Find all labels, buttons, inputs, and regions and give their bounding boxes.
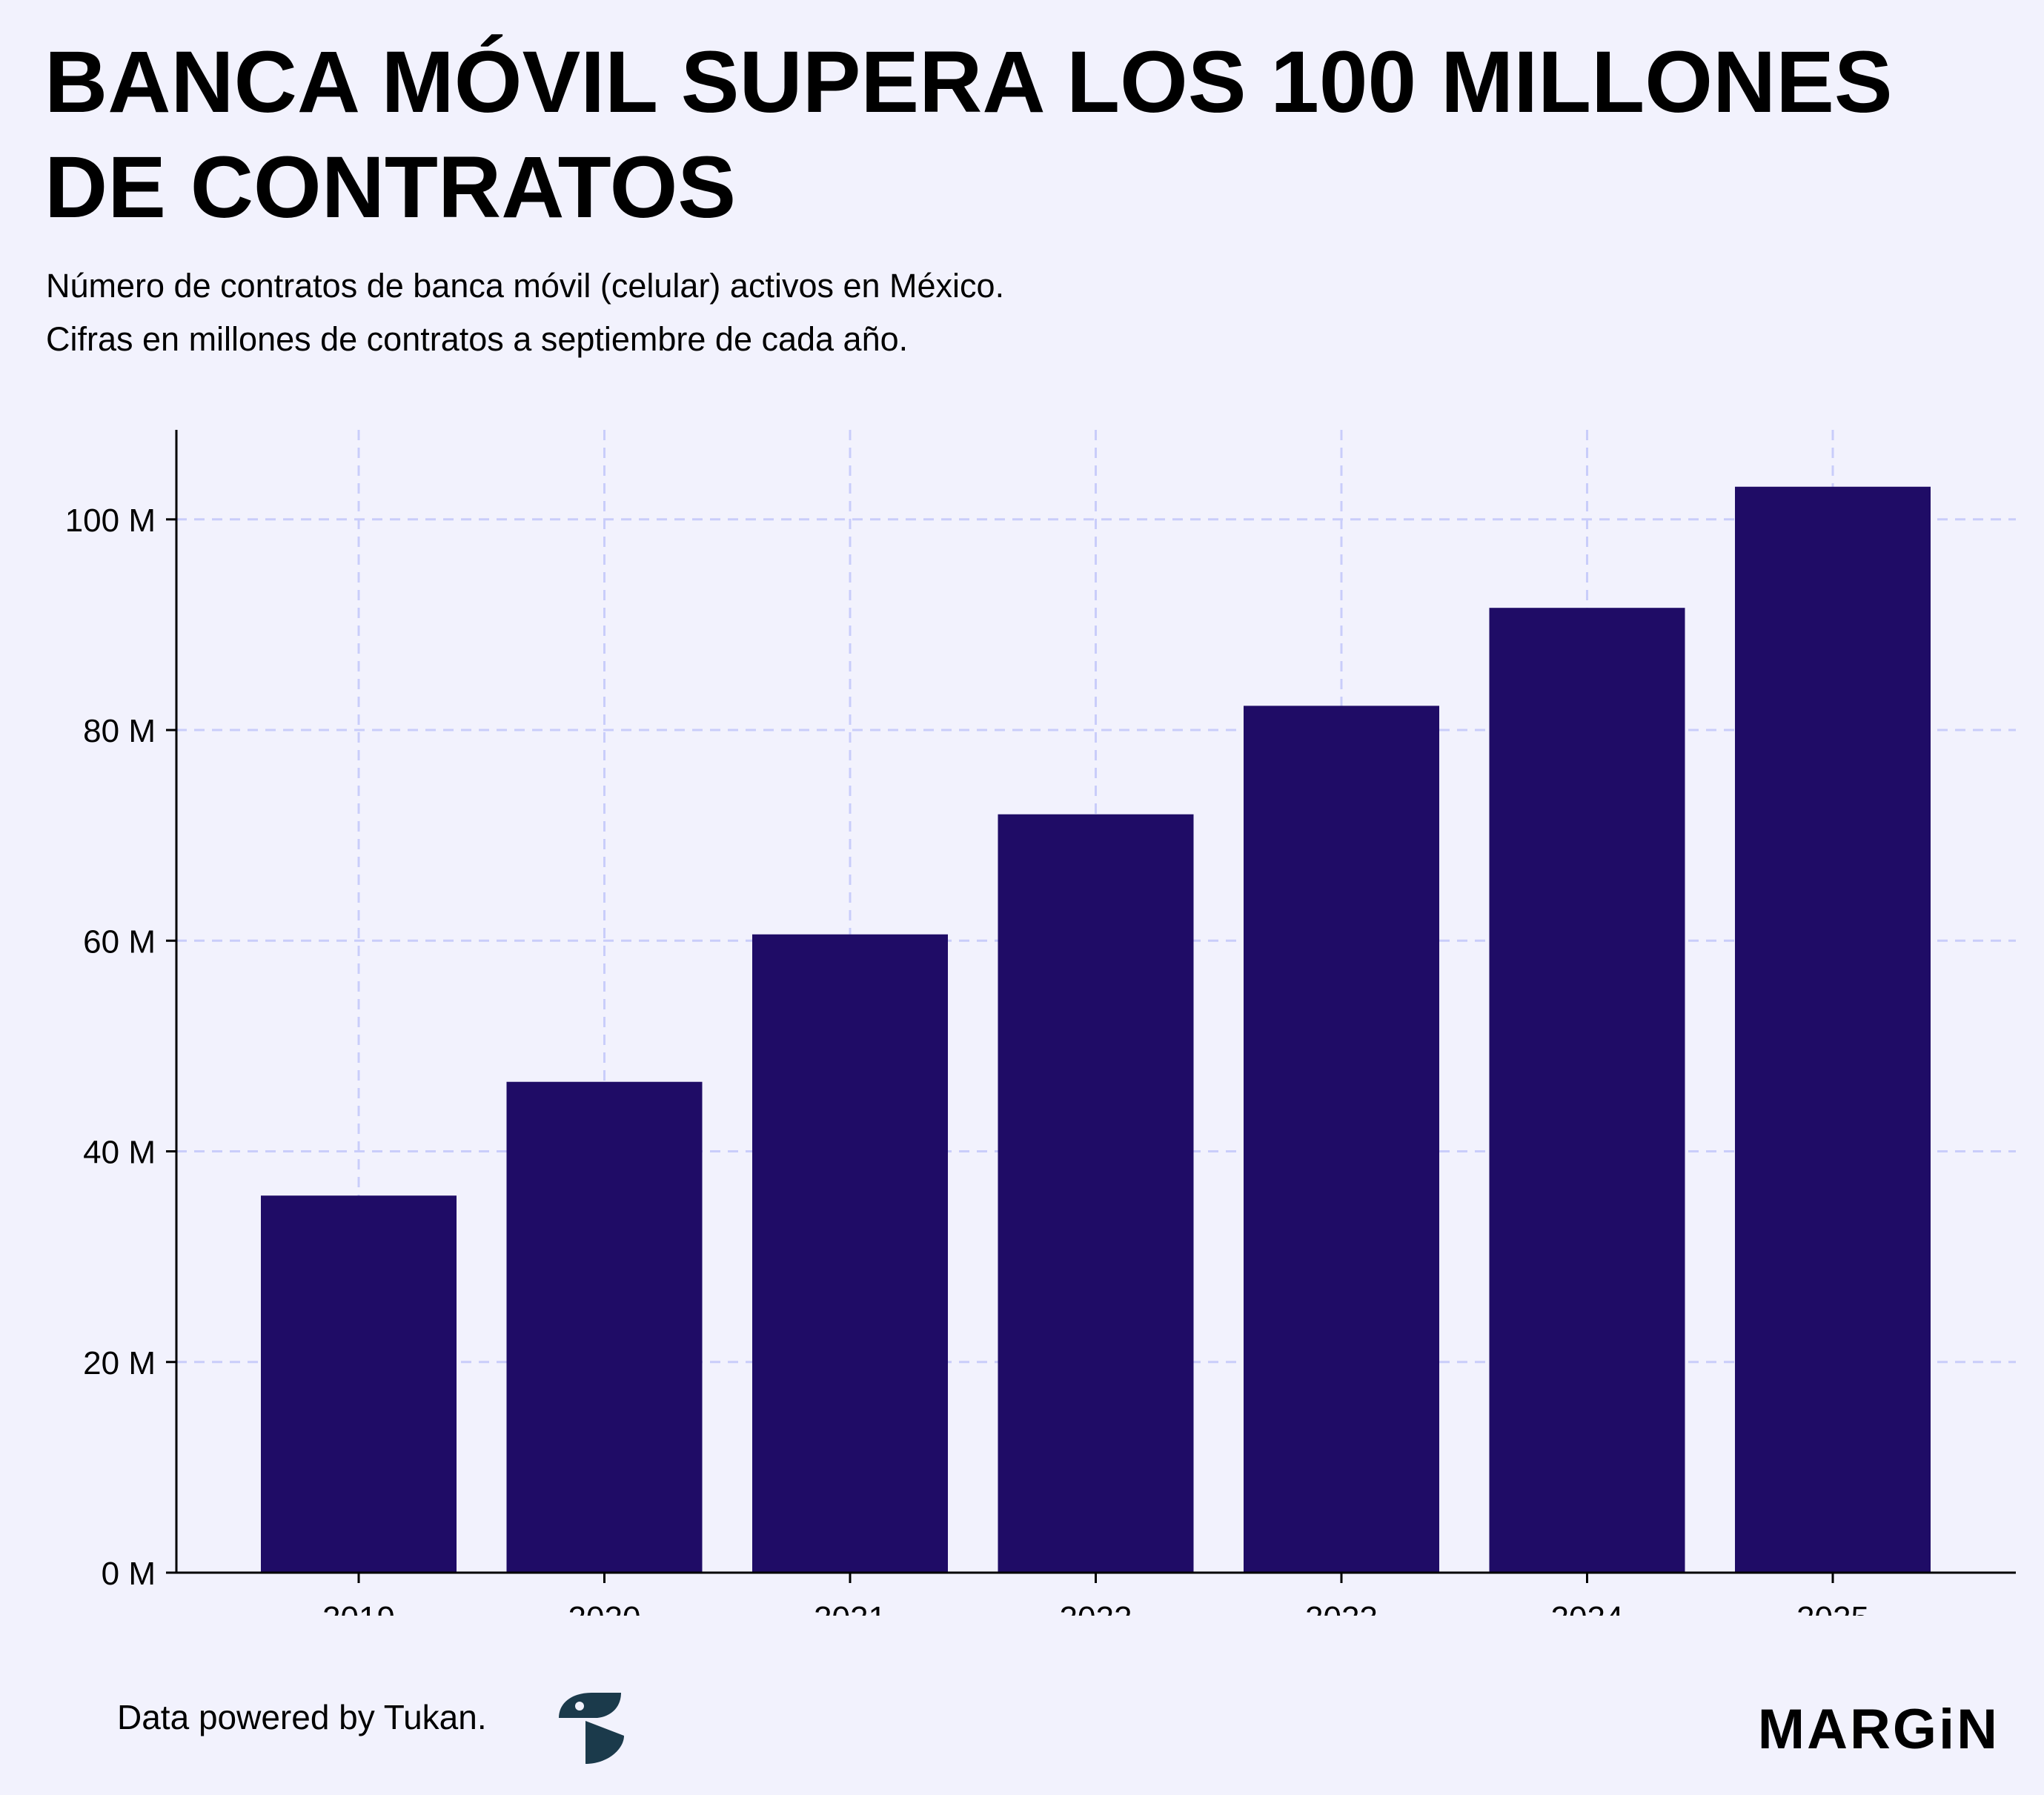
- x-tick-label: 2021: [814, 1600, 886, 1616]
- bars: [261, 486, 1931, 1573]
- bar-2020: [506, 1081, 703, 1573]
- x-tick-label: 2022: [1060, 1600, 1132, 1616]
- y-tick-label: 40 M: [83, 1135, 156, 1171]
- bar-2021: [752, 934, 948, 1573]
- subtitle-line-2: Cifras en millones de contratos a septie…: [46, 320, 909, 358]
- y-tick-label: 60 M: [83, 923, 156, 960]
- tick-labels: 0 M 20 M 40 M 60 M 80 M 100 M 2019 2020 2021 2022…: [65, 502, 1869, 1616]
- data-credit: Data powered by Tukan.: [117, 1698, 487, 1736]
- chart-title: BANCA MÓVIL SUPERA LOS 100 MILLONES DE C…: [44, 33, 1893, 236]
- tukan-logo-icon: [559, 1693, 624, 1764]
- bar-2025: [1735, 486, 1931, 1573]
- x-tick-label: 2024: [1551, 1600, 1624, 1616]
- bar-2024: [1489, 608, 1685, 1573]
- x-tick-label: 2025: [1796, 1600, 1869, 1616]
- subtitle-line-1: Número de contratos de banca móvil (celu…: [46, 267, 1005, 305]
- x-tick-label: 2020: [568, 1600, 641, 1616]
- y-tick-label: 100 M: [65, 502, 156, 539]
- y-tick-label: 0 M: [102, 1556, 156, 1592]
- y-tick-label: 20 M: [83, 1345, 156, 1381]
- bar-2019: [261, 1195, 457, 1573]
- bar-2022: [998, 814, 1194, 1573]
- axes: [166, 430, 2016, 1583]
- x-tick-label: 2019: [322, 1600, 395, 1616]
- bar-chart: 0 M 20 M 40 M 60 M 80 M 100 M 2019 2020 2021 2022…: [65, 430, 2016, 1616]
- chart-subtitle: Número de contratos de banca móvil (celu…: [46, 259, 1676, 366]
- bar-2023: [1244, 706, 1439, 1573]
- margin-brand-logo: MARGiN: [1757, 1698, 2000, 1761]
- x-tick-label: 2023: [1305, 1600, 1378, 1616]
- y-tick-label: 80 M: [83, 713, 156, 749]
